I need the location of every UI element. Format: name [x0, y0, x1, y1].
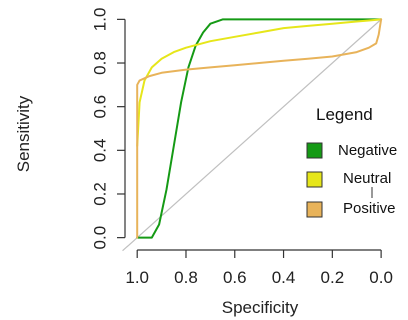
y-tick-label: 0.4 — [91, 139, 110, 163]
y-tick-label: 1.0 — [91, 8, 110, 32]
y-tick-label: 0.0 — [91, 226, 110, 250]
x-tick-label: 0.4 — [272, 268, 296, 287]
legend-title: Legend — [316, 105, 373, 124]
legend-swatch-negative — [306, 142, 323, 159]
x-axis-title: Specificity — [222, 298, 299, 317]
axes: 0.0 0.2 0.4 0.6 0.8 1.0 1.0 0.8 0.6 0.4 0.2 0.0 — [91, 8, 393, 287]
y-tick-label: 0.6 — [91, 95, 110, 119]
reference-diagonal — [122, 18, 382, 252]
legend-label-negative: Negative — [338, 142, 397, 159]
legend-label-positive: Positive — [343, 200, 396, 217]
x-tick-label: 1.0 — [125, 268, 149, 287]
legend-swatch-positive — [306, 201, 323, 218]
x-tick-label: 0.6 — [223, 268, 247, 287]
y-tick-label: 0.2 — [91, 182, 110, 206]
plot-area — [122, 18, 383, 252]
x-tick-label: 0.8 — [174, 268, 198, 287]
legend-swatch-neutral — [306, 171, 323, 188]
series-line-negative — [136, 18, 383, 239]
x-tick-label: 0.0 — [369, 268, 393, 287]
series-line-positive — [136, 18, 383, 239]
series-line-neutral — [136, 18, 383, 147]
y-axis-title: Sensitivity — [14, 95, 33, 172]
y-tick-label: 0.8 — [91, 51, 110, 75]
legend: Legend Negative Neutral Positive — [306, 105, 397, 218]
x-tick-label: 0.2 — [321, 268, 345, 287]
legend-label-neutral: Neutral — [343, 170, 391, 187]
